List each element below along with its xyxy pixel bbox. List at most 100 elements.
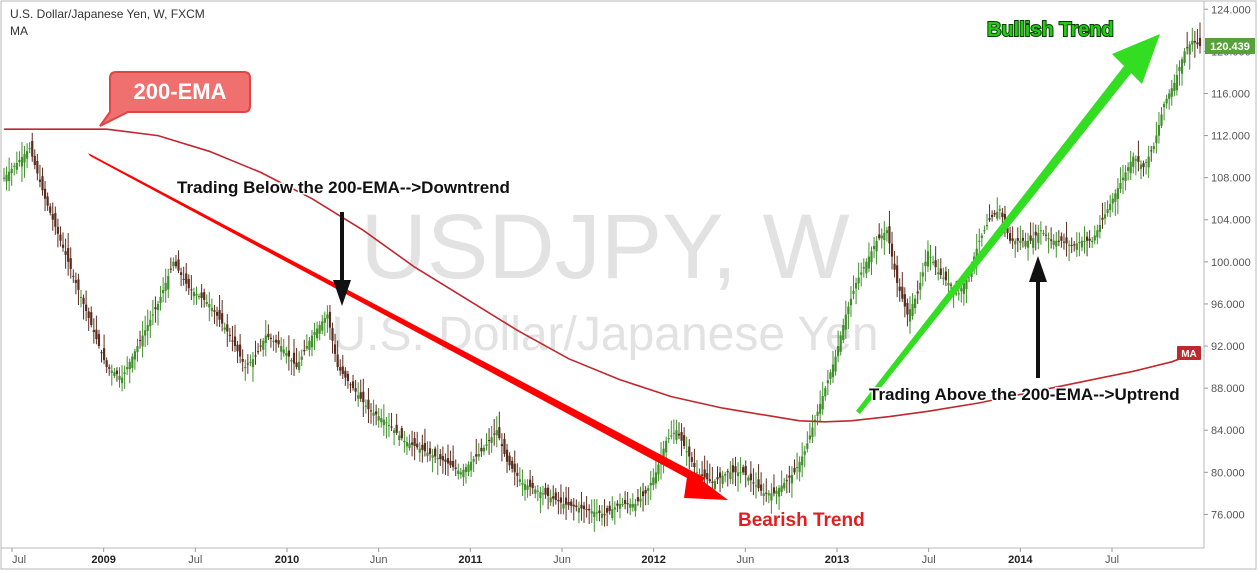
candle-body xyxy=(811,427,814,438)
candle-body xyxy=(475,454,478,457)
price-tick-label: 100.000 xyxy=(1211,257,1251,269)
candle-body xyxy=(1032,238,1035,248)
candle-body xyxy=(1147,156,1150,168)
candle-body xyxy=(1001,212,1004,218)
candle-body xyxy=(760,484,763,491)
candle-body xyxy=(985,225,989,227)
candle-body xyxy=(523,484,527,491)
candle-body xyxy=(634,503,637,511)
candle-body xyxy=(262,340,265,350)
candle-body xyxy=(606,508,609,513)
candle-body xyxy=(177,259,180,271)
candle-body xyxy=(598,510,601,514)
candle-body xyxy=(38,179,42,182)
candle-body xyxy=(1124,172,1127,181)
ema-callout-bubble xyxy=(99,71,251,127)
candle-body xyxy=(1116,188,1119,200)
candle-body xyxy=(305,346,308,349)
candle-body xyxy=(13,165,16,167)
candle-body xyxy=(344,370,347,378)
candle-body xyxy=(141,335,144,347)
candle-body xyxy=(700,474,704,476)
candle-body xyxy=(960,288,963,292)
candle-body xyxy=(259,345,262,347)
candle-body xyxy=(167,275,170,290)
candle-body xyxy=(657,464,660,475)
candle-body xyxy=(511,460,514,469)
candle-body xyxy=(110,370,113,373)
up-pointer-shaft xyxy=(1036,278,1040,378)
candle-body xyxy=(405,442,409,447)
candle-body xyxy=(285,353,288,356)
candle-body xyxy=(919,282,922,290)
candle-body xyxy=(46,196,49,206)
candle-body xyxy=(231,340,234,342)
candle-body xyxy=(403,440,406,443)
candle-body xyxy=(323,317,326,323)
candle-body xyxy=(1168,93,1171,99)
last-price-label: 120.439 xyxy=(1210,41,1250,53)
candle-body xyxy=(249,361,252,363)
candle-body xyxy=(500,444,504,447)
candle-body xyxy=(375,411,378,415)
time-tick-label: 2012 xyxy=(641,554,665,566)
candle-body xyxy=(1085,236,1089,241)
candle-body xyxy=(102,348,106,361)
candle-body xyxy=(901,286,904,299)
bearish-trend-label: Bearish Trend xyxy=(738,510,865,531)
candle-body xyxy=(269,337,273,340)
candle-body xyxy=(716,477,719,480)
candle-body xyxy=(195,294,198,296)
candle-body xyxy=(675,430,678,440)
candle-body xyxy=(328,311,332,328)
candle-body xyxy=(485,444,488,446)
candle-body xyxy=(156,303,160,311)
candle-body xyxy=(246,363,249,365)
candle-body xyxy=(1070,244,1073,247)
candle-body xyxy=(798,461,801,473)
candle-body xyxy=(911,303,914,317)
candle-body xyxy=(1060,236,1063,241)
candle-body xyxy=(118,375,121,380)
candle-body xyxy=(772,487,776,494)
candle-body xyxy=(274,339,278,343)
candle-body xyxy=(1047,238,1050,240)
candle-body xyxy=(1191,40,1194,45)
candle-body xyxy=(149,319,152,327)
candle-body xyxy=(287,350,290,357)
candle-body xyxy=(588,508,591,511)
candle-body xyxy=(860,272,863,275)
candle-body xyxy=(49,206,52,213)
candle-body xyxy=(765,492,768,494)
candle-body xyxy=(1091,240,1094,243)
candle-body xyxy=(1034,231,1037,236)
candle-body xyxy=(862,267,865,269)
candle-body xyxy=(770,493,773,501)
candle-body xyxy=(31,141,34,157)
candle-body xyxy=(508,455,511,466)
ma-tag-bg xyxy=(1177,346,1201,360)
up-pointer-arrow xyxy=(1029,256,1047,378)
candle-body xyxy=(983,230,986,232)
candle-body xyxy=(321,321,324,331)
watermark-name: U.S. Dollar/Japanese Yen xyxy=(331,308,878,361)
time-tick-label: Jun xyxy=(553,554,571,566)
candle-body xyxy=(192,292,196,297)
candle-body xyxy=(377,416,380,421)
candle-body xyxy=(72,275,75,277)
candle-body xyxy=(1173,82,1176,92)
candle-body xyxy=(1037,232,1040,243)
candle-body xyxy=(339,367,342,371)
candle-body xyxy=(382,419,385,426)
candle-body xyxy=(826,380,829,384)
candle-body xyxy=(824,388,827,397)
candle-body xyxy=(95,329,98,340)
downtrend-annotation: Trading Below the 200-EMA-->Downtrend xyxy=(177,178,510,197)
candle-body xyxy=(801,456,804,466)
candle-body xyxy=(595,512,598,514)
candle-body xyxy=(752,482,755,484)
candle-body xyxy=(1057,240,1060,242)
candle-body xyxy=(734,466,737,473)
candle-body xyxy=(67,247,70,262)
